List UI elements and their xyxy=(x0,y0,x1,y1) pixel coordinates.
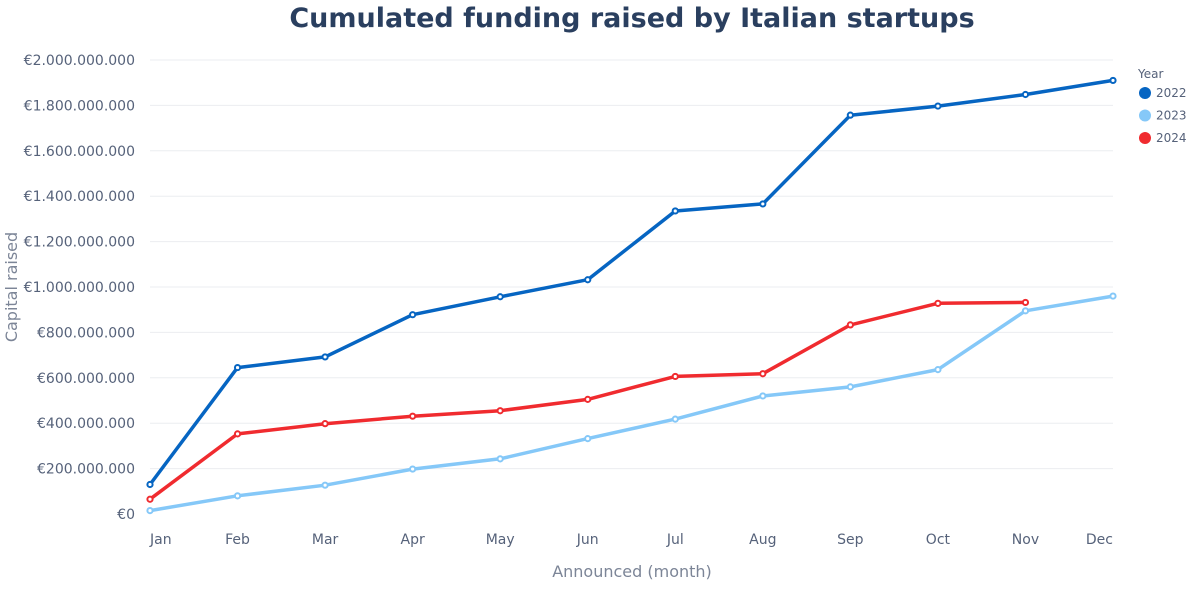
x-tick-label: Jul xyxy=(666,532,684,548)
series-2024 xyxy=(146,298,1030,503)
data-point-2023-Jul[interactable] xyxy=(671,415,679,423)
y-tick-label: €1.000.000.000 xyxy=(24,280,135,296)
legend-label: 2023 xyxy=(1156,109,1187,123)
data-point-2024-Apr[interactable] xyxy=(409,412,417,420)
x-axis-ticks: Jan Feb Mar Apr May Jun Jul Aug Sep Oct Nov Dec xyxy=(149,532,1113,548)
y-tick-label: €2.000.000.000 xyxy=(24,53,135,69)
x-axis-title: Announced (month) xyxy=(552,562,712,581)
legend-swatch xyxy=(1139,109,1151,122)
data-point-2024-May[interactable] xyxy=(496,407,504,415)
data-point-2022-Jul[interactable] xyxy=(671,207,679,215)
series-line-2023 xyxy=(148,294,1115,513)
y-tick-label: €0 xyxy=(117,507,135,523)
y-tick-label: €1.200.000.000 xyxy=(24,235,135,251)
data-point-2022-Jun[interactable] xyxy=(584,276,592,284)
legend-item-2024[interactable]: 2024 xyxy=(1139,131,1187,145)
x-tick-label: Jan xyxy=(149,532,172,548)
x-tick-label: May xyxy=(486,532,515,548)
data-point-2022-May[interactable] xyxy=(496,293,504,301)
data-point-2024-Aug[interactable] xyxy=(759,370,767,378)
data-point-2024-Sep[interactable] xyxy=(846,321,854,329)
x-tick-label: Apr xyxy=(401,532,425,548)
chart-title: Cumulated funding raised by Italian star… xyxy=(289,3,974,34)
x-tick-label: Oct xyxy=(926,532,951,548)
data-point-2024-Jul[interactable] xyxy=(671,372,679,381)
x-tick-label: Aug xyxy=(749,532,776,548)
data-point-2022-Mar[interactable] xyxy=(321,353,329,361)
y-axis-ticks: €0 €200.000.000 €400.000.000 €600.000.000 €8… xyxy=(24,53,135,523)
data-point-2023-Mar[interactable] xyxy=(321,481,329,489)
y-axis-title: Capital raised xyxy=(2,232,21,342)
series-group xyxy=(146,76,1117,515)
legend-swatch xyxy=(1139,87,1151,99)
data-point-2023-Apr[interactable] xyxy=(409,465,417,473)
data-point-2022-Oct[interactable] xyxy=(934,102,942,110)
data-point-2022-Sep[interactable] xyxy=(846,111,854,119)
data-point-2024-Oct[interactable] xyxy=(934,299,942,307)
x-tick-label: Nov xyxy=(1012,532,1039,548)
data-point-2023-May[interactable] xyxy=(496,455,504,463)
legend-label: 2024 xyxy=(1156,131,1187,145)
data-point-2024-Mar[interactable] xyxy=(321,420,329,428)
legend-title: Year xyxy=(1137,67,1163,81)
data-point-2023-Oct[interactable] xyxy=(934,366,942,374)
data-point-2023-Aug[interactable] xyxy=(759,392,767,400)
data-point-2022-Jan[interactable] xyxy=(146,480,154,489)
data-point-2023-Sep[interactable] xyxy=(846,383,854,391)
data-point-2022-Apr[interactable] xyxy=(409,311,417,319)
series-2022 xyxy=(146,76,1117,489)
legend-label: 2022 xyxy=(1156,86,1187,100)
data-point-2023-Jan[interactable] xyxy=(146,506,154,515)
y-tick-label: €1.400.000.000 xyxy=(24,189,135,205)
data-point-2024-Jun[interactable] xyxy=(584,395,592,403)
legend[interactable]: Year 2022 2023 2024 xyxy=(1137,67,1187,145)
x-tick-label: Sep xyxy=(837,532,864,548)
data-point-2023-Nov[interactable] xyxy=(1021,307,1030,315)
x-tick-label: Dec xyxy=(1086,532,1113,548)
data-point-2023-Feb[interactable] xyxy=(233,492,242,500)
y-tick-label: €800.000.000 xyxy=(37,325,135,341)
data-point-2023-Jun[interactable] xyxy=(584,435,592,443)
legend-swatch xyxy=(1139,132,1151,144)
series-2023 xyxy=(146,292,1117,515)
data-point-2024-Nov[interactable] xyxy=(1021,298,1030,307)
y-tick-label: €400.000.000 xyxy=(37,416,135,432)
y-tick-label: €1.600.000.000 xyxy=(24,144,135,160)
x-tick-label: Feb xyxy=(225,532,250,548)
legend-item-2022[interactable]: 2022 xyxy=(1139,86,1187,100)
legend-item-2023[interactable]: 2023 xyxy=(1139,109,1187,123)
data-point-2022-Nov[interactable] xyxy=(1021,90,1030,99)
data-point-2022-Feb[interactable] xyxy=(233,363,242,372)
data-point-2023-Dec[interactable] xyxy=(1109,292,1117,300)
y-tick-label: €200.000.000 xyxy=(37,462,135,478)
y-tick-label: €1.800.000.000 xyxy=(24,98,135,114)
y-tick-label: €600.000.000 xyxy=(37,371,135,387)
data-point-2024-Jan[interactable] xyxy=(146,495,154,503)
x-tick-label: Jun xyxy=(576,532,599,548)
x-tick-label: Mar xyxy=(312,532,339,548)
series-line-2022 xyxy=(148,78,1115,487)
data-point-2022-Dec[interactable] xyxy=(1109,76,1117,85)
grid-lines xyxy=(150,59,1113,470)
data-point-2022-Aug[interactable] xyxy=(759,200,767,208)
data-point-2024-Feb[interactable] xyxy=(233,430,242,438)
